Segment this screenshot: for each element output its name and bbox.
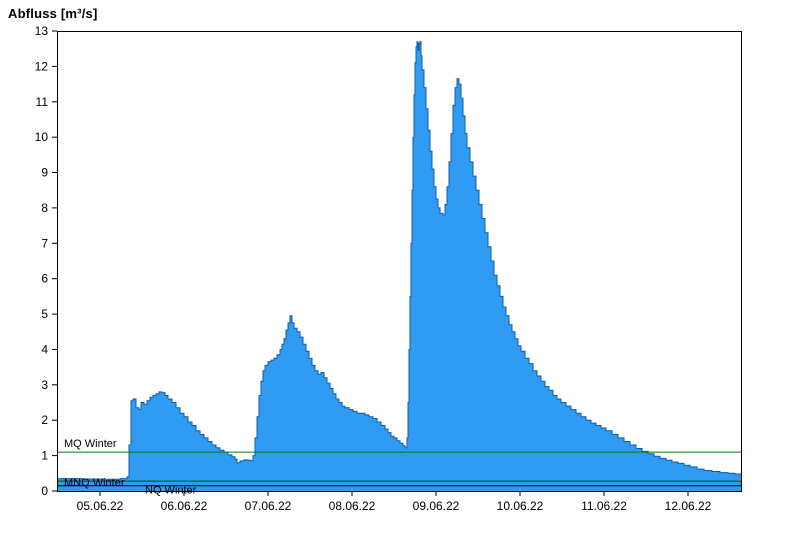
discharge-area: [57, 41, 741, 491]
x-tick-label: 06.06.22: [161, 499, 208, 513]
x-tick-label: 10.06.22: [497, 499, 544, 513]
chart-title: Abfluss [m³/s]: [8, 6, 98, 21]
plot-border: [57, 31, 742, 492]
reference-line-label-nq-winter: NQ Winter: [145, 485, 197, 497]
x-tick-label: 11.06.22: [581, 499, 627, 513]
y-tick-label: 0: [41, 484, 48, 498]
y-tick-label: 7: [41, 236, 48, 250]
y-tick-label: 10: [35, 130, 49, 144]
y-tick-label: 1: [41, 449, 48, 463]
y-tick-label: 11: [36, 95, 49, 109]
reference-line-label-mnq-winter: MNQ Winter: [64, 477, 125, 489]
y-tick-label: 12: [35, 59, 49, 73]
y-tick-label: 13: [35, 24, 49, 38]
reference-line-label-mq-winter: MQ Winter: [64, 438, 117, 450]
x-tick-label: 12.06.22: [665, 499, 712, 513]
x-tick-label: 05.06.22: [77, 499, 124, 513]
y-tick-label: 9: [41, 166, 48, 180]
y-tick-label: 2: [41, 413, 48, 427]
discharge-outline: [57, 41, 742, 480]
x-tick-label: 07.06.22: [245, 499, 292, 513]
x-tick-label: 09.06.22: [413, 499, 460, 513]
y-tick-label: 6: [41, 272, 48, 286]
y-tick-label: 5: [41, 307, 48, 321]
y-tick-label: 8: [41, 201, 48, 215]
y-tick-label: 4: [41, 342, 48, 356]
y-tick-label: 3: [41, 378, 48, 392]
x-tick-label: 08.06.22: [329, 499, 376, 513]
